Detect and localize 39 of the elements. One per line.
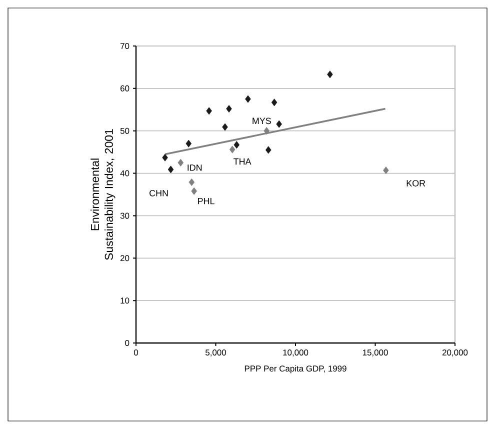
y-tick-label: 20 — [120, 255, 130, 262]
point — [266, 146, 272, 154]
x-tick-label: 15,000 — [362, 350, 388, 356]
point — [383, 166, 389, 174]
annotation: PHL — [198, 198, 214, 204]
point — [229, 146, 236, 154]
point — [234, 141, 240, 149]
y-axis-title: Environmental Sustainability Index, 2001 — [90, 129, 116, 260]
x-tick-label: 0 — [134, 350, 138, 356]
point — [206, 107, 212, 115]
y-tick-label: 0 — [125, 340, 130, 346]
point — [168, 166, 174, 174]
point — [222, 123, 228, 131]
y-tick-label: 30 — [120, 212, 130, 219]
point — [191, 187, 197, 195]
point — [186, 140, 192, 148]
x-axis-title: PPP Per Capita GDP, 1999 — [244, 365, 346, 374]
point — [276, 120, 282, 128]
annotation: THA — [234, 158, 252, 165]
point — [264, 127, 270, 135]
point — [271, 98, 278, 106]
annotation: IDN — [188, 164, 202, 171]
point — [178, 158, 184, 166]
y-tick-label: 70 — [120, 43, 130, 49]
point — [327, 70, 333, 78]
annotation: MYS — [252, 118, 271, 124]
x-tick-label: 5,000 — [206, 350, 226, 356]
point — [188, 178, 195, 186]
point — [226, 105, 232, 113]
x-tick-label: 20,000 — [442, 350, 468, 356]
point — [162, 154, 168, 162]
y-tick-label: 50 — [120, 128, 130, 134]
y-tick-label: 40 — [120, 170, 130, 176]
point — [245, 95, 251, 103]
y-tick-label: 60 — [120, 85, 130, 92]
annotation: KOR — [406, 180, 426, 186]
x-tick-label: 10,000 — [283, 350, 308, 356]
annotation: CHN — [150, 190, 168, 196]
y-tick-label: 10 — [120, 298, 130, 304]
